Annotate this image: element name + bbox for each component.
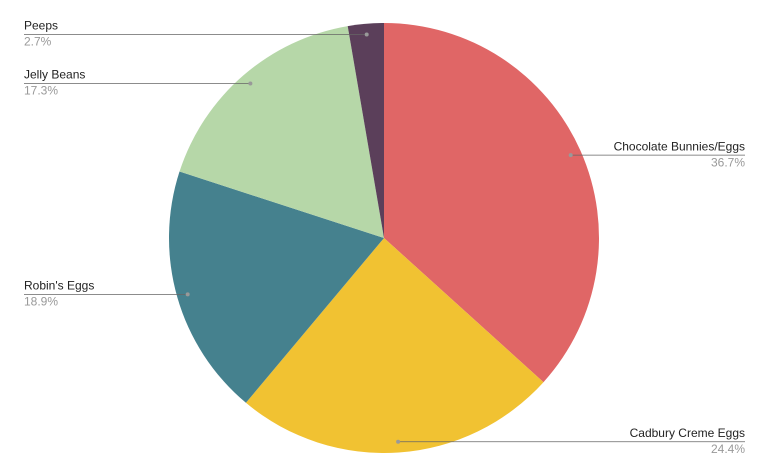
slice-value-label: 17.3% [24,84,58,98]
leader-dot [568,153,573,158]
slice-value-label: 36.7% [711,155,745,169]
pie-slice [179,26,384,239]
slice-label: Robin's Eggs [24,279,94,293]
pie-slice [245,238,544,454]
slice-label: Cadbury Creme Eggs [630,426,745,440]
slice-value-label: 2.7% [24,35,52,49]
leader-dot [396,439,401,444]
slice-label: Jelly Beans [24,68,85,82]
leader-dot [185,292,190,297]
pie-slice [347,23,384,238]
slice-label: Chocolate Bunnies/Eggs [614,139,745,153]
slice-value-label: 24.4% [711,442,745,456]
pie-slice [384,23,600,383]
slice-value-label: 18.9% [24,295,58,309]
slice-label: Peeps [24,19,58,33]
leader-dot [248,81,253,86]
pie-slice [168,171,384,403]
leader-dot [364,32,369,37]
